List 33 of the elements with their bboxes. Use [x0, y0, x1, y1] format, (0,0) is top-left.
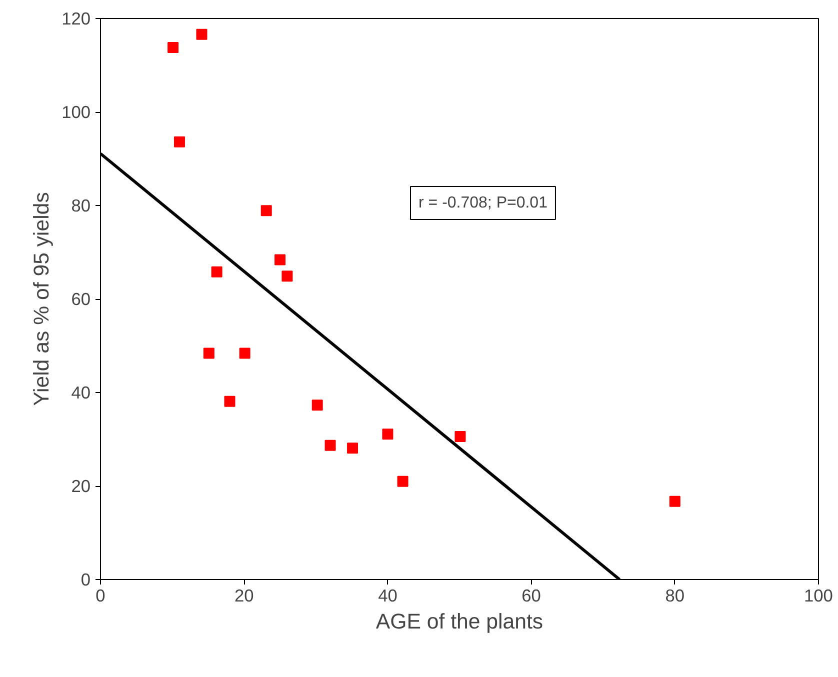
annotation: r = -0.708; P=0.01 [418, 194, 548, 212]
point [211, 266, 222, 278]
y-tick-label: 40 [71, 382, 91, 402]
point [397, 476, 408, 487]
x-tick-label: 0 [96, 586, 106, 606]
y-tick-label: 80 [71, 196, 91, 216]
y-tick-label: 0 [80, 570, 91, 590]
point [282, 270, 293, 282]
y-axis-title: Yield as % of 95 yields [30, 192, 54, 406]
point [324, 440, 336, 451]
point [312, 400, 323, 411]
x-tick-label: 20 [234, 586, 254, 606]
point [454, 430, 466, 442]
point [168, 42, 179, 53]
y-tick-label: 100 [62, 102, 91, 122]
point [260, 205, 272, 216]
point [274, 254, 286, 266]
x-tick-label: 100 [804, 586, 833, 606]
point [347, 442, 358, 454]
point [196, 28, 208, 40]
y-tick-label: 120 [62, 8, 91, 28]
point [174, 136, 185, 148]
x-tick-label: 80 [665, 586, 685, 606]
point [382, 428, 394, 440]
x-tick-label: 60 [522, 586, 541, 606]
x-axis-title: AGE of the plants [376, 610, 544, 634]
x-tick-label: 40 [378, 586, 398, 606]
point [203, 348, 214, 359]
y-tick-label: 20 [71, 476, 91, 496]
y-tick-label: 60 [71, 289, 91, 309]
point [669, 496, 680, 507]
point [224, 396, 236, 407]
point [239, 348, 250, 359]
